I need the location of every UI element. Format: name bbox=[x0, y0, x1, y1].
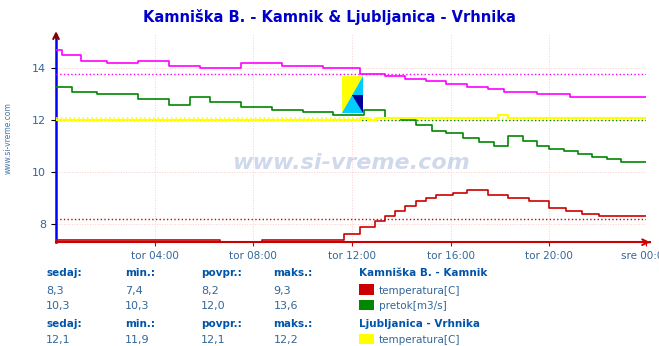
Polygon shape bbox=[353, 95, 362, 113]
Text: www.si-vreme.com: www.si-vreme.com bbox=[232, 153, 470, 173]
Text: Ljubljanica - Vrhnika: Ljubljanica - Vrhnika bbox=[359, 319, 480, 328]
Polygon shape bbox=[342, 76, 362, 113]
Text: maks.:: maks.: bbox=[273, 319, 313, 328]
Text: 12,1: 12,1 bbox=[46, 335, 71, 345]
Text: 7,4: 7,4 bbox=[125, 286, 143, 295]
Text: 11,9: 11,9 bbox=[125, 335, 150, 345]
Text: 10,3: 10,3 bbox=[46, 301, 71, 311]
Text: povpr.:: povpr.: bbox=[201, 268, 242, 278]
Polygon shape bbox=[342, 76, 362, 113]
Text: sedaj:: sedaj: bbox=[46, 268, 82, 278]
Text: 13,6: 13,6 bbox=[273, 301, 298, 311]
Text: pretok[m3/s]: pretok[m3/s] bbox=[379, 301, 447, 311]
Text: min.:: min.: bbox=[125, 319, 156, 328]
Text: 8,2: 8,2 bbox=[201, 286, 219, 295]
Text: 9,3: 9,3 bbox=[273, 286, 291, 295]
Text: sedaj:: sedaj: bbox=[46, 319, 82, 328]
Text: min.:: min.: bbox=[125, 268, 156, 278]
Text: temperatura[C]: temperatura[C] bbox=[379, 335, 461, 345]
Text: 12,1: 12,1 bbox=[201, 335, 225, 345]
Text: www.si-vreme.com: www.si-vreme.com bbox=[3, 102, 13, 174]
Text: Kamniška B. - Kamnik & Ljubljanica - Vrhnika: Kamniška B. - Kamnik & Ljubljanica - Vrh… bbox=[143, 9, 516, 25]
Text: povpr.:: povpr.: bbox=[201, 319, 242, 328]
Text: maks.:: maks.: bbox=[273, 268, 313, 278]
Text: 12,2: 12,2 bbox=[273, 335, 299, 345]
Text: Kamniška B. - Kamnik: Kamniška B. - Kamnik bbox=[359, 268, 488, 278]
Text: 8,3: 8,3 bbox=[46, 286, 64, 295]
Text: 12,0: 12,0 bbox=[201, 301, 225, 311]
Text: 10,3: 10,3 bbox=[125, 301, 150, 311]
Text: temperatura[C]: temperatura[C] bbox=[379, 286, 461, 295]
